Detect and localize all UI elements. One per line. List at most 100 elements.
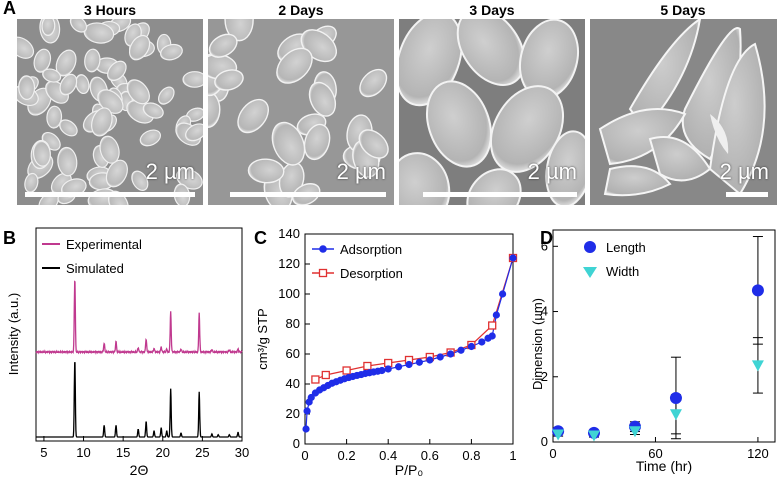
particle	[84, 48, 101, 73]
particle	[159, 43, 183, 61]
iso-x-tick-label: 0.8	[462, 448, 480, 463]
particle	[303, 123, 331, 161]
legend-label-experimental: Experimental	[66, 237, 142, 252]
adsorption-point	[488, 332, 496, 340]
width-point	[587, 430, 600, 442]
panel-b-letter: B	[3, 228, 16, 248]
scale-label-1: 2 µm	[145, 159, 195, 184]
legend-label-adsorption: Adsorption	[340, 242, 402, 257]
particle	[224, 19, 254, 42]
dimension-frame	[552, 229, 776, 443]
particle	[59, 73, 78, 96]
desorption-point	[488, 321, 497, 330]
particle	[139, 129, 162, 147]
iso-y-tick-label: 140	[278, 226, 300, 241]
particle	[17, 36, 35, 59]
scale-label-4: 2 µm	[719, 159, 769, 184]
adsorption-point	[415, 358, 423, 366]
scale-bar-3	[423, 192, 577, 197]
particle	[208, 33, 238, 58]
scale-label-3: 2 µm	[527, 159, 577, 184]
iso-x-tick-label: 1	[509, 448, 516, 463]
particle	[57, 146, 78, 177]
particle	[59, 119, 78, 137]
particle	[142, 102, 164, 119]
particle	[18, 75, 36, 101]
sem-title-4: 5 Days	[660, 2, 706, 18]
adsorption-point	[384, 365, 392, 373]
adsorption-point	[457, 346, 465, 354]
particle	[131, 170, 149, 191]
xrd-simulated-line	[36, 362, 242, 438]
particle	[358, 129, 389, 159]
scale-bar-4	[726, 192, 768, 197]
particle	[46, 105, 63, 129]
legend-marker-length	[584, 241, 596, 253]
scale-label-2: 2 µm	[336, 159, 386, 184]
particle	[41, 19, 56, 37]
width-point	[751, 360, 764, 372]
isotherm-chart: 0 0.2 0.4 0.6 0.8 1 0 20 40 60 80 100 120 140 Adsorpt…	[255, 226, 518, 478]
particle	[185, 123, 203, 142]
legend-marker-width	[583, 267, 597, 278]
xrd-y-axis-label: Intensity (a.u.)	[6, 293, 21, 375]
particle	[33, 48, 52, 73]
iso-y-tick-label: 40	[286, 376, 300, 391]
particle	[182, 71, 203, 88]
sem-image-3-days: 2 µm	[399, 19, 585, 205]
xrd-x-tick-label: 25	[195, 445, 209, 460]
adsorption-point	[395, 363, 403, 371]
sem-title-1: 3 Hours	[83, 2, 137, 18]
dimension-chart: 0 60 120 0 2 4 6 Length Width Time (hr) Dimens…	[530, 229, 776, 474]
sem-image-5-days: 2 µm	[590, 19, 777, 205]
particle	[69, 19, 88, 33]
dim-y-tick-label: 6	[541, 238, 548, 253]
particle	[276, 47, 313, 84]
dim-x-tick-label: 120	[747, 446, 769, 461]
isotherm-x-axis-label: P/P₀	[395, 462, 424, 478]
xrd-x-tick-label: 20	[156, 445, 170, 460]
isotherm-frame	[304, 233, 514, 445]
desorption-point	[363, 361, 372, 371]
adsorption-point	[405, 360, 413, 369]
width-point	[552, 429, 565, 441]
legend-label-width: Width	[606, 264, 639, 279]
length-point	[669, 391, 682, 404]
adsorption-point	[426, 356, 434, 364]
xrd-x-axis-label: 2Θ	[130, 462, 149, 478]
particle	[308, 81, 337, 117]
particle	[128, 34, 151, 61]
particle	[247, 158, 285, 184]
scale-bar-2	[230, 192, 386, 197]
xrd-x-tick-label: 15	[116, 445, 130, 460]
iso-y-tick-label: 80	[286, 316, 300, 331]
particle	[271, 121, 306, 166]
iso-x-tick-label: 0.4	[379, 448, 397, 463]
legend-marker-adsorption	[319, 245, 327, 253]
iso-y-tick-label: 120	[278, 256, 300, 271]
xrd-frame	[35, 227, 243, 442]
particle	[214, 69, 244, 91]
sem-title-3: 3 Days	[469, 2, 515, 18]
adsorption-point	[499, 290, 507, 298]
iso-y-tick-label: 100	[278, 286, 300, 301]
adsorption-point	[509, 254, 517, 262]
xrd-x-tick-label: 5	[40, 445, 47, 460]
particle	[237, 98, 269, 134]
desorption-point	[321, 370, 330, 380]
particle	[359, 68, 388, 98]
sem-image-2-days: 2 µm	[208, 19, 394, 205]
legend-label-simulated: Simulated	[66, 261, 124, 276]
iso-x-tick-label: 0	[301, 448, 308, 463]
dim-y-tick-label: 4	[541, 304, 548, 319]
panel-d-letter: D	[540, 228, 553, 248]
particle	[32, 140, 51, 167]
particle	[107, 60, 127, 82]
dim-y-tick-label: 0	[541, 434, 548, 449]
xrd-x-tick-label: 10	[76, 445, 90, 460]
dim-x-tick-label: 0	[549, 446, 556, 461]
adsorption-point	[436, 353, 444, 361]
particle	[126, 79, 150, 105]
panel-c-letter: C	[254, 228, 267, 248]
sem-title-2: 2 Days	[278, 2, 324, 18]
